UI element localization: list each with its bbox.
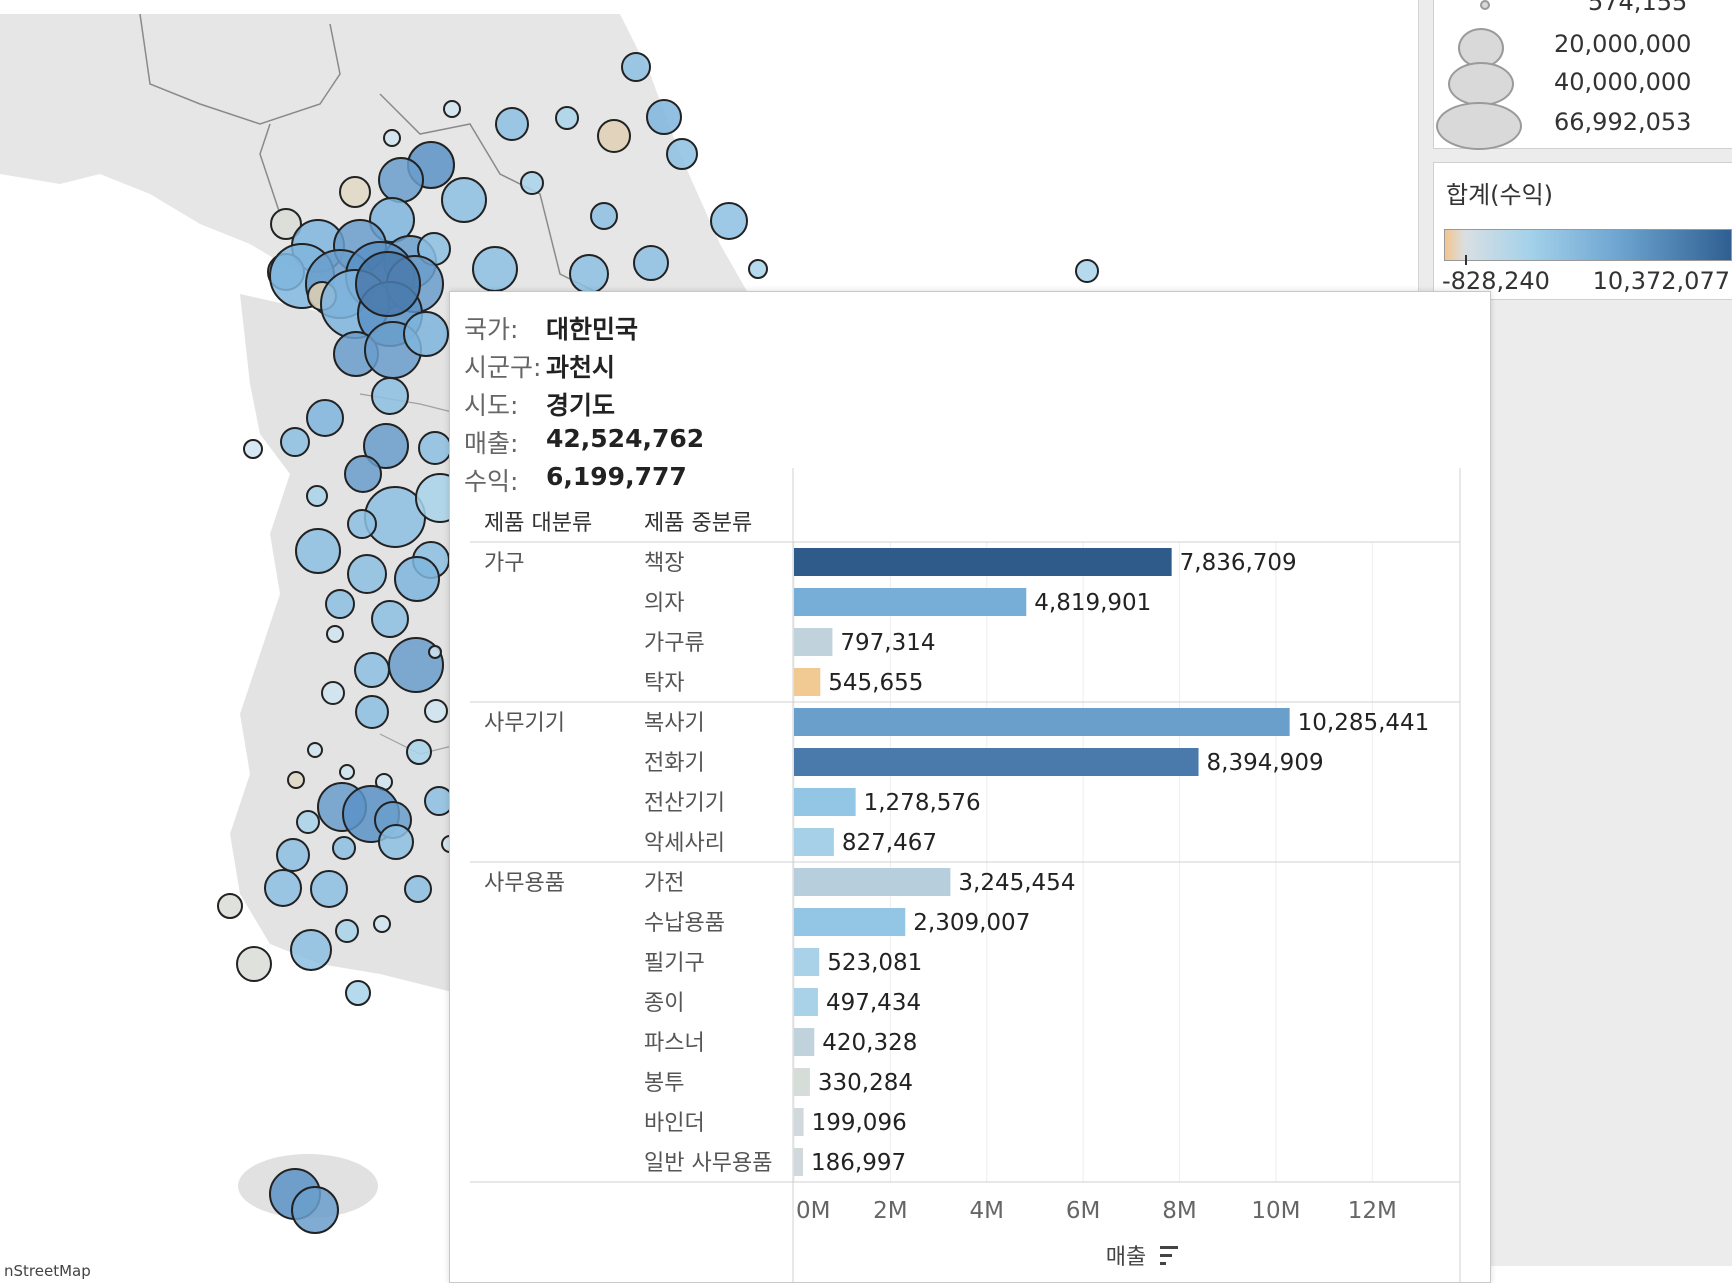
column-header: 제품 대분류	[484, 511, 592, 536]
bar	[794, 588, 1027, 616]
x-tick-label: 6M	[1066, 1198, 1100, 1224]
sort-icon	[1160, 1246, 1178, 1249]
bar	[794, 1108, 804, 1136]
bar-value-label: 2,309,007	[913, 910, 1030, 936]
category-label: 필기구	[644, 951, 705, 976]
bar-value-label: 545,655	[828, 670, 923, 696]
bar	[794, 748, 1199, 776]
bar	[794, 828, 834, 856]
category-label: 전산기기	[644, 791, 725, 816]
x-tick-label: 2M	[873, 1198, 907, 1224]
bar	[794, 948, 820, 976]
bar-value-label: 1,278,576	[864, 790, 981, 816]
bar-value-label: 420,328	[822, 1030, 917, 1056]
tooltip: 국가: 대한민국 시군구: 과천시 시도: 경기도 매출: 42,524,762…	[449, 291, 1491, 1283]
tooltip-key: 시군구:	[464, 353, 542, 382]
category-label: 봉투	[644, 1071, 684, 1096]
category-label: 일반 사무용품	[644, 1151, 772, 1176]
tooltip-key: 시도:	[464, 391, 519, 420]
size-legend-label: 20,000,000	[1554, 30, 1692, 58]
size-legend-row: 574,155	[1434, 0, 1732, 26]
bar-value-label: 330,284	[818, 1070, 913, 1096]
category-label: 책장	[644, 551, 684, 576]
size-legend-label: 66,992,053	[1554, 108, 1692, 136]
bar-value-label: 10,285,441	[1298, 710, 1430, 736]
category-label: 가구류	[644, 631, 705, 656]
x-axis-title: 매출	[1106, 1245, 1146, 1270]
bar-value-label: 3,245,454	[958, 870, 1075, 896]
map-markers[interactable]	[217, 52, 1099, 1234]
size-legend-label: 574,155	[1588, 0, 1688, 16]
size-legend-row: 66,992,053	[1434, 102, 1732, 150]
x-tick-label: 0M	[796, 1198, 830, 1224]
size-legend-circle	[1480, 0, 1490, 10]
sort-icon	[1160, 1254, 1172, 1257]
map-attribution[interactable]: nStreetMap	[0, 1262, 95, 1280]
bar-value-label: 186,997	[811, 1150, 906, 1176]
size-legend-circle	[1458, 28, 1504, 68]
category-label: 악세사리	[644, 831, 725, 856]
bar	[794, 708, 1290, 736]
category-label: 전화기	[644, 751, 705, 776]
color-legend-min: -828,240	[1442, 267, 1550, 295]
bar	[794, 668, 821, 696]
bar-value-label: 4,819,901	[1034, 590, 1151, 616]
zero-tick	[1465, 255, 1467, 265]
bar	[794, 1028, 815, 1056]
size-legend: 574,155 20,000,000 40,000,000 66,992,053	[1433, 0, 1732, 150]
bar-value-label: 497,434	[826, 990, 921, 1016]
group-label: 가구	[484, 551, 524, 576]
sort-icon	[1160, 1262, 1166, 1265]
bar	[794, 868, 951, 896]
size-legend-label: 40,000,000	[1554, 68, 1692, 96]
bar-value-label: 199,096	[812, 1110, 907, 1136]
bar-value-label: 7,836,709	[1180, 550, 1297, 576]
category-label: 복사기	[644, 711, 705, 736]
tooltip-value: 6,199,777	[546, 462, 687, 491]
bar	[794, 988, 818, 1016]
size-legend-circle	[1436, 102, 1522, 150]
category-label: 바인더	[644, 1111, 705, 1136]
bar	[794, 908, 906, 936]
group-label: 사무기기	[484, 711, 565, 736]
bar	[794, 1068, 810, 1096]
bar	[794, 548, 1172, 576]
category-label: 파스너	[644, 1031, 705, 1056]
color-gradient-bar	[1444, 229, 1732, 261]
size-legend-row: 40,000,000	[1434, 62, 1732, 106]
tooltip-key: 수익:	[464, 467, 519, 496]
color-legend: 합계(수익) -828,240 10,372,077	[1433, 162, 1732, 300]
bar	[794, 788, 856, 816]
x-tick-label: 8M	[1162, 1198, 1196, 1224]
x-tick-label: 12M	[1348, 1198, 1397, 1224]
column-header: 제품 중분류	[644, 511, 752, 536]
bar	[794, 628, 833, 656]
group-label: 사무용품	[484, 871, 565, 896]
color-legend-title: 합계(수익)	[1446, 181, 1554, 209]
category-label: 종이	[644, 991, 684, 1016]
tooltip-key: 국가:	[464, 315, 519, 344]
tooltip-value: 42,524,762	[546, 424, 705, 453]
bar	[794, 1148, 804, 1176]
size-legend-circle	[1448, 62, 1514, 106]
bar-value-label: 827,467	[842, 830, 937, 856]
tooltip-value: 과천시	[546, 353, 616, 382]
bar-value-label: 8,394,909	[1207, 750, 1324, 776]
bar-value-label: 797,314	[840, 630, 935, 656]
tooltip-value: 경기도	[546, 391, 616, 420]
x-tick-label: 10M	[1251, 1198, 1300, 1224]
category-label: 수납용품	[644, 911, 725, 936]
category-label: 가전	[644, 871, 684, 896]
size-legend-row: 20,000,000	[1434, 28, 1732, 68]
category-label: 탁자	[644, 671, 684, 696]
category-label: 의자	[644, 591, 684, 616]
tooltip-key: 매출:	[464, 429, 519, 458]
bar-value-label: 523,081	[827, 950, 922, 976]
color-legend-max: 10,372,077	[1592, 267, 1730, 295]
x-tick-label: 4M	[970, 1198, 1004, 1224]
tooltip-value: 대한민국	[546, 315, 639, 344]
